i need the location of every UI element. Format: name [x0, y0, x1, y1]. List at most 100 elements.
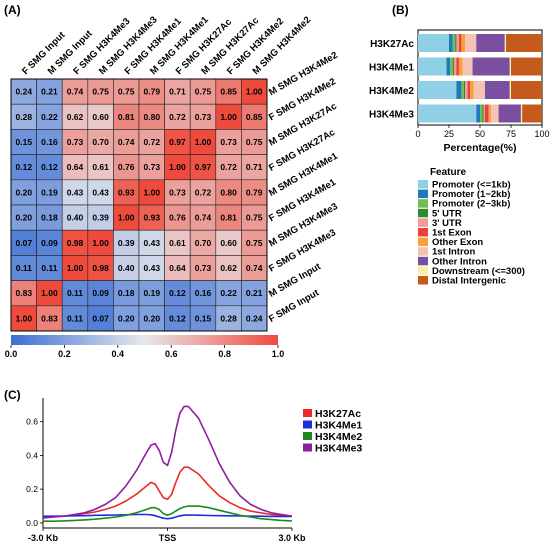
heatmap-cell	[189, 78, 217, 105]
stacked-bar-segment	[456, 81, 462, 99]
panel-c-label: (C)	[4, 388, 21, 402]
heatmap-cell	[10, 204, 37, 231]
profile-legend-label: H3K4Me1	[315, 420, 362, 432]
heatmap-frame	[10, 78, 268, 332]
legend-label: Promoter (2−3kb)	[432, 199, 510, 210]
profile-line	[42, 466, 293, 519]
legend-swatch	[418, 276, 428, 285]
heatmap-cell	[36, 179, 63, 206]
panel-b-label: (B)	[392, 3, 409, 17]
heatmap-cell-value: 1.00	[195, 137, 212, 147]
stacked-bar-segment	[456, 57, 459, 76]
stacked-bar-category-label: H3K27Ac	[370, 39, 414, 50]
heatmap-cell	[215, 154, 242, 181]
heatmap-cell	[36, 255, 63, 281]
heatmap-cell	[164, 154, 191, 181]
heatmap-cell-value: 0.40	[118, 263, 135, 273]
heatmap-cell	[215, 179, 242, 206]
heatmap-cell-value: 0.74	[195, 213, 212, 223]
heatmap-cell	[215, 103, 242, 130]
stacked-bar-segment	[450, 57, 453, 76]
heatmap-cell-value: 0.79	[246, 187, 263, 197]
heatmap-cell-value: 0.70	[195, 238, 212, 248]
legend-label: 1st Exon	[432, 228, 472, 239]
heatmap-cell	[36, 280, 63, 307]
stacked-bar-segment	[511, 81, 542, 99]
stacked-bar-segment	[449, 34, 453, 52]
colorbar-tick-label: 0.6	[165, 349, 178, 359]
heatmap-cell-value: 0.62	[220, 263, 237, 273]
stacked-bar-segment	[472, 57, 510, 76]
heatmap-cell-value: 0.73	[169, 187, 186, 197]
heatmap-cell	[61, 255, 89, 281]
stacked-bar-segment	[418, 104, 477, 123]
legend-label: Distal Intergenic	[432, 276, 506, 287]
stacked-bar-segment	[446, 57, 451, 76]
heatmap-cell	[10, 129, 37, 155]
heatmap-cell	[87, 280, 114, 307]
heatmap-cell-value: 0.64	[67, 162, 84, 172]
stacked-bar-segment	[484, 104, 489, 123]
legend-swatch	[418, 256, 428, 266]
heatmap-cell	[138, 103, 165, 130]
heatmap-cell	[138, 229, 165, 256]
heatmap-cell	[113, 280, 140, 307]
heatmap-cell-value: 0.64	[169, 263, 186, 273]
heatmap-cell-value: 0.22	[220, 288, 237, 298]
legend-label: Other Intron	[432, 256, 487, 267]
tss-profile-panel: 0.00.20.40.6-3.0 Kb TSS 3.0 KbH3K27AcH3K4M…	[26, 398, 362, 543]
legend-label: 5' UTR	[432, 208, 462, 219]
stacked-bar-segment	[491, 104, 499, 123]
heatmap-cell	[189, 229, 217, 256]
heatmap-cell	[61, 129, 89, 155]
heatmap-cell-value: 0.07	[92, 313, 109, 323]
heatmap-cell-value: 0.43	[144, 263, 161, 273]
colorbar-tick-label: 1.0	[272, 349, 285, 359]
heatmap-cell-value: 0.75	[118, 87, 135, 97]
stacked-bar-segment	[456, 34, 459, 52]
heatmap-cell-value: 0.97	[195, 162, 212, 172]
heatmap-cell-value: 0.21	[246, 288, 263, 298]
heatmap-cell	[189, 129, 217, 155]
heatmap-cell	[189, 179, 217, 206]
heatmap-cell	[164, 129, 191, 155]
heatmap-cell	[189, 305, 217, 332]
stacked-bar-segment	[488, 104, 492, 123]
heatmap-cell-value: 0.85	[246, 112, 263, 122]
heatmap-cell-value: 0.93	[144, 213, 161, 223]
heatmap-cell-value: 0.61	[92, 162, 109, 172]
heatmap-cell-value: 0.12	[169, 313, 186, 323]
stacked-bar-segment	[418, 57, 447, 76]
heatmap-cell	[138, 204, 165, 231]
heatmap-cell	[164, 103, 191, 130]
stacked-bar-segment	[522, 104, 542, 123]
profile-legend-swatch	[303, 432, 312, 440]
heatmap-cell-value: 0.11	[67, 288, 83, 298]
heatmap-cell-value: 0.97	[169, 137, 186, 147]
profile-legend-swatch	[303, 409, 312, 417]
heatmap-cell-value: 0.20	[118, 313, 135, 323]
heatmap-cell	[189, 255, 217, 281]
heatmap-cell-value: 1.00	[92, 238, 109, 248]
colorbar-tick-label: 0.0	[5, 349, 18, 359]
heatmap-cell-value: 0.16	[41, 137, 58, 147]
heatmap-cell-value: 1.00	[67, 263, 84, 273]
stacked-bar-segment	[467, 81, 471, 99]
heatmap-cell-value: 0.19	[144, 288, 161, 298]
legend-swatch	[418, 266, 428, 275]
legend-swatch	[418, 218, 428, 227]
stacked-bar-x-tick-label: 50	[475, 129, 485, 139]
heatmap-cell-value: 0.73	[144, 162, 161, 172]
heatmap-cell-value: 0.09	[92, 288, 109, 298]
profile-legend-label: H3K27Ac	[315, 408, 361, 420]
heatmap-cell-value: 0.93	[118, 187, 135, 197]
stacked-bar-segment	[483, 104, 485, 123]
heatmap-cell	[215, 255, 242, 281]
stacked-bar-segment	[465, 34, 477, 52]
heatmap-cell-value: 0.74	[246, 263, 263, 273]
heatmap-cell-value: 0.76	[118, 162, 135, 172]
stacked-bar-segment	[476, 34, 505, 52]
heatmap-cell	[61, 204, 89, 231]
stacked-bar-segment	[458, 34, 462, 52]
